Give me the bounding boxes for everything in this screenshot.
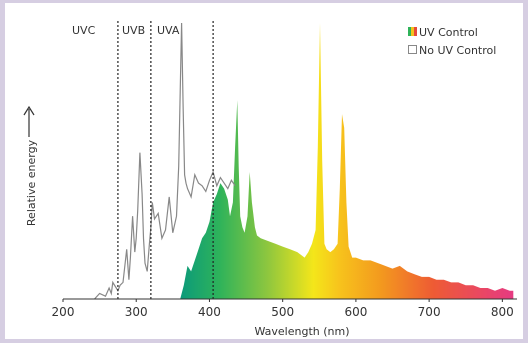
x-tick-label-500: 500 — [271, 305, 294, 319]
x-tick-label-300: 300 — [125, 305, 148, 319]
legend-swatch-green — [408, 27, 411, 36]
x-tick-label-600: 600 — [344, 305, 367, 319]
y-axis-label: Relative energy — [25, 139, 38, 226]
x-tick-label-700: 700 — [418, 305, 441, 319]
region-label-uvb: UVB — [122, 24, 145, 37]
legend-label-1: No UV Control — [419, 44, 496, 57]
region-label-uvc: UVC — [72, 24, 96, 37]
legend-swatch-red — [414, 27, 417, 36]
series-uv-control-area — [180, 23, 514, 299]
legend-swatch-yellow — [411, 27, 414, 36]
y-axis-arrow-head — [23, 105, 35, 116]
x-tick-label-400: 400 — [198, 305, 221, 319]
legend-label-0: UV Control — [419, 26, 478, 39]
chart-panel: 200 300 400 500 600 700 800 Wavelength (nm) Rela… — [5, 3, 523, 339]
x-tick-label-800: 800 — [491, 305, 514, 319]
spectrum-chart: 200 300 400 500 600 700 800 Wavelength (nm) Rela… — [23, 21, 517, 338]
series-no-uv-control-line — [94, 22, 236, 299]
x-tick-label-200: 200 — [52, 305, 75, 319]
region-label-uva: UVA — [157, 24, 180, 37]
legend-swatch-gray — [408, 45, 417, 54]
x-axis-label: Wavelength (nm) — [254, 325, 349, 338]
